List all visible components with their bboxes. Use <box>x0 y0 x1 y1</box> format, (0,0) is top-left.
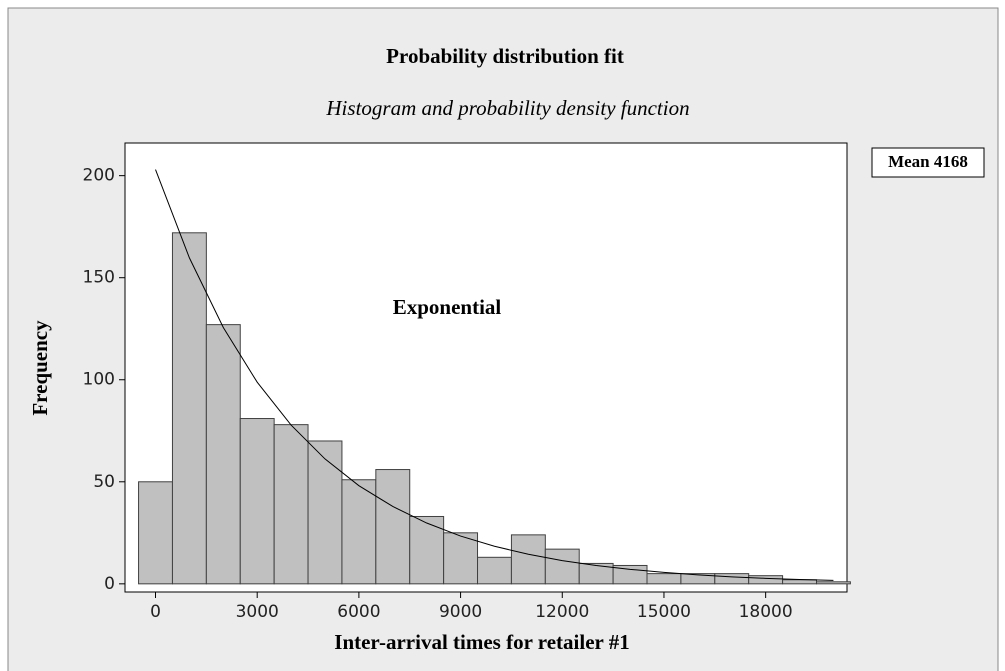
bar <box>239 418 275 585</box>
bar <box>341 479 377 585</box>
bar <box>510 534 546 585</box>
bar <box>748 575 784 585</box>
bar <box>646 573 682 585</box>
x-tick-label: 9000 <box>439 602 482 622</box>
y-tick-label: 200 <box>83 166 115 186</box>
x-tick-label: 18000 <box>739 602 793 622</box>
x-tick-label: 12000 <box>535 602 589 622</box>
bar <box>171 232 207 585</box>
bar <box>375 469 411 585</box>
x-axis-label: Inter-arrival times for retailer #1 <box>334 630 629 654</box>
annotation: Exponential <box>393 295 502 319</box>
chart-subtitle: Histogram and probability density functi… <box>325 96 689 120</box>
bar <box>409 515 445 585</box>
x-tick-label: 3000 <box>236 602 279 622</box>
bar <box>443 532 479 585</box>
chart-title: Probability distribution fit <box>386 44 624 68</box>
x-tick-label: 15000 <box>637 602 691 622</box>
y-tick-label: 50 <box>93 472 115 492</box>
plot: 0 50 100 150 200 0 3000 6000 9000 12000 15000 18000 <box>83 166 851 622</box>
y-axis-label: Frequency <box>28 320 52 416</box>
y-tick-label: 0 <box>104 574 115 594</box>
y-tick-label: 150 <box>83 268 115 288</box>
bar <box>815 581 851 585</box>
bar <box>714 573 750 585</box>
bar <box>205 324 241 585</box>
bar <box>138 481 173 585</box>
legend-text: Mean 4168 <box>888 152 968 171</box>
y-tick-label: 100 <box>83 370 115 390</box>
bar <box>477 556 512 585</box>
bar <box>307 440 343 585</box>
bar <box>782 579 817 585</box>
x-tick-label: 6000 <box>337 602 380 622</box>
bar <box>544 548 580 585</box>
bar <box>273 424 309 585</box>
density-curve <box>155 169 834 581</box>
x-tick-label: 0 <box>150 602 161 622</box>
legend-box <box>871 147 985 178</box>
